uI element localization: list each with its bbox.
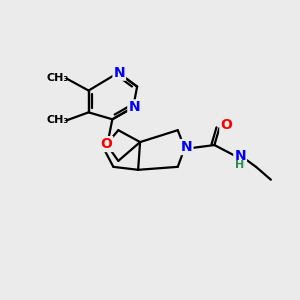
Text: N: N (113, 66, 125, 80)
Text: N: N (234, 149, 246, 163)
Text: O: O (100, 137, 112, 151)
Text: N: N (128, 100, 140, 114)
Text: H: H (235, 160, 244, 170)
Text: CH₃: CH₃ (47, 115, 69, 125)
Text: N: N (181, 140, 193, 154)
Text: O: O (220, 118, 232, 132)
Text: CH₃: CH₃ (47, 73, 69, 83)
